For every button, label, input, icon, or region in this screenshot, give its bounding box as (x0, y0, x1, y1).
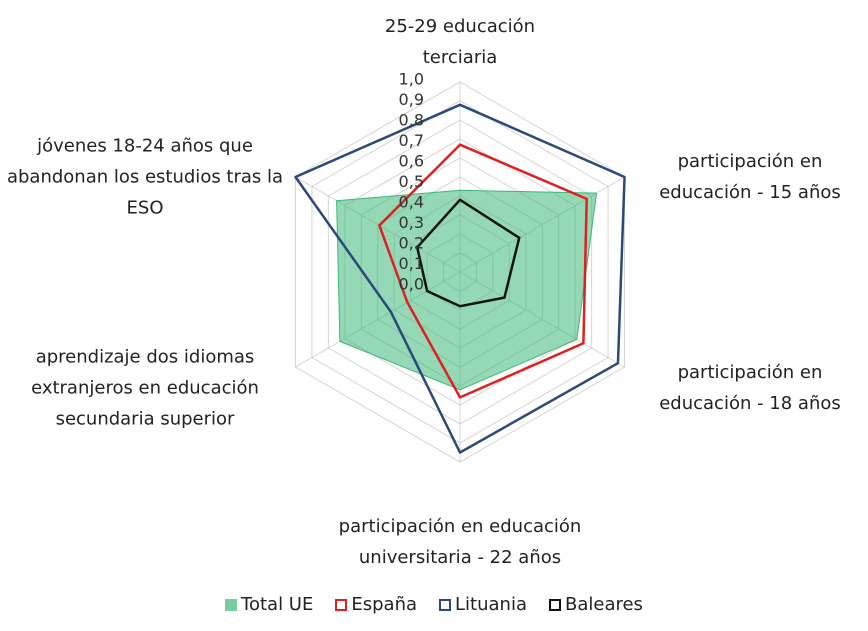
tick-label: 0,6 (399, 151, 424, 170)
tick-label: 0,1 (399, 254, 424, 273)
legend-label: Baleares (564, 594, 643, 615)
series-area (294, 103, 626, 454)
tick-label: 0,2 (399, 233, 424, 252)
legend-item: Baleares (548, 594, 643, 615)
legend-item: Lituania (439, 594, 527, 615)
tick-label: 0,8 (399, 110, 424, 129)
tick-label: 0,9 (399, 90, 424, 109)
legend-item: España (335, 594, 417, 615)
category-label: jóvenes 18-24 años que abandonan los est… (6, 135, 284, 219)
category-label: 25-29 educación terciaria (384, 16, 536, 68)
tick-label: 0,4 (399, 192, 424, 211)
legend-swatch (548, 598, 561, 611)
legend-swatch (225, 598, 238, 611)
category-label: participación en educación - 15 años (659, 151, 841, 203)
tick-label: 0,5 (399, 172, 424, 191)
tick-label: 0,3 (399, 213, 424, 232)
tick-label: 0,0 (399, 275, 424, 294)
series-area (336, 189, 598, 391)
series-area (415, 198, 521, 308)
tick-label: 1,0 (399, 69, 424, 88)
legend: Total UE España Lituania Baleares (0, 594, 868, 615)
category-label: participación en educación universitaria… (338, 516, 582, 568)
legend-label: España (351, 594, 418, 615)
series-area (378, 143, 588, 399)
legend-swatch (335, 598, 348, 611)
category-label: aprendizaje dos idiomas extranjeros en e… (31, 346, 259, 430)
legend-label: Lituania (455, 594, 527, 615)
legend-item: Total UE (225, 594, 313, 615)
category-label: participación en educación - 18 años (659, 362, 841, 414)
legend-label: Total UE (241, 594, 314, 615)
legend-swatch (439, 598, 452, 611)
tick-label: 0,7 (399, 131, 424, 150)
